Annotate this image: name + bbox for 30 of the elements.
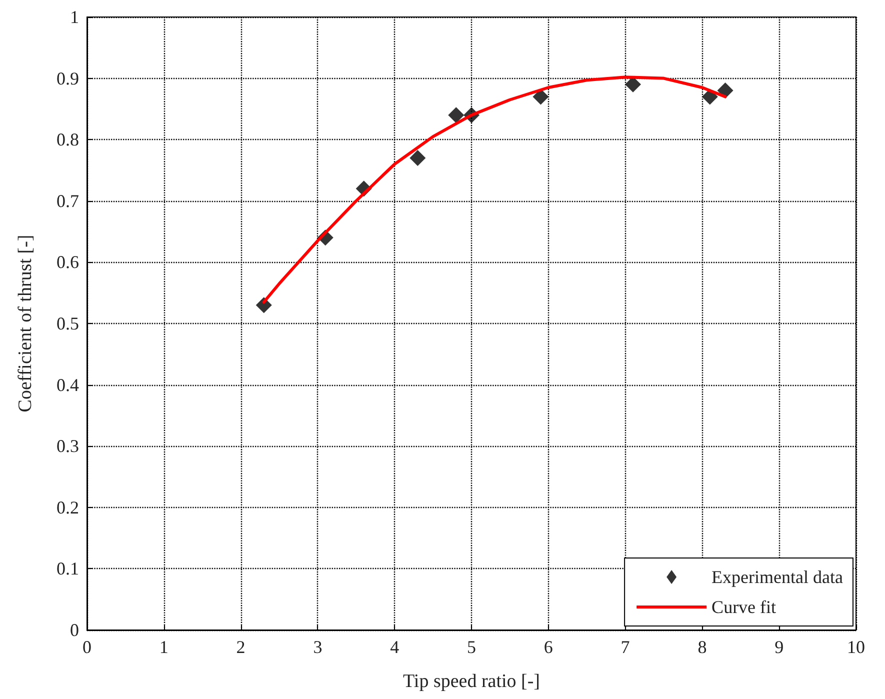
legend-label: Experimental data <box>712 567 844 587</box>
y-tick-label: 0.2 <box>56 497 79 518</box>
point <box>410 150 426 166</box>
y-tick-label: 0.5 <box>56 314 79 334</box>
y-tick-label: 0.9 <box>56 68 79 88</box>
y-tick-label: 1 <box>70 7 79 27</box>
point <box>448 107 464 124</box>
y-tick-label: 0.8 <box>56 130 79 150</box>
x-tick-label: 10 <box>847 637 865 657</box>
point <box>532 88 549 105</box>
x-tick-label: 2 <box>236 637 246 657</box>
y-tick-label: 0.7 <box>56 190 79 211</box>
y-tick-label: 0.4 <box>56 374 79 395</box>
y-tick-label: 0.1 <box>56 558 79 579</box>
x-tick-label: 4 <box>390 637 400 657</box>
x-tick-label: 8 <box>698 637 707 657</box>
x-tick-label: 3 <box>313 637 322 657</box>
x-tick-label: 9 <box>774 637 784 657</box>
x-tick-label: 1 <box>159 637 168 657</box>
y-tick-label: 0.6 <box>56 252 79 272</box>
x-tick-label: 0 <box>82 637 92 657</box>
y-axis-title: Coefficient of thrust [-] <box>15 234 36 412</box>
x-tick-label: 5 <box>467 637 476 657</box>
legend-label: Curve fit <box>712 597 776 617</box>
y-tick-label: 0 <box>70 620 79 640</box>
x-tick-label: 7 <box>620 637 630 657</box>
y-tick-label: 0.3 <box>56 436 79 456</box>
point <box>717 82 734 99</box>
x-axis-title: Tip speed ratio [-] <box>402 671 540 692</box>
x-tick-label: 6 <box>544 637 553 657</box>
